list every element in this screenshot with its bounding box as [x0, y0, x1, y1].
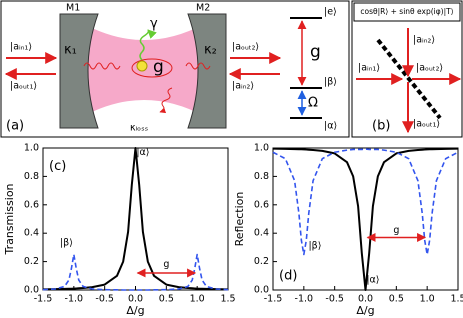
label: |aᵢₙ₁⟩: [10, 42, 32, 53]
x-tick-label: -1.5: [264, 294, 283, 305]
coupling-loop: [131, 58, 173, 78]
label: |aᵢₙ₂⟩: [413, 35, 435, 46]
x-axis-label: Δ/g: [356, 304, 374, 317]
label: |aₒᵤₜ₂⟩: [232, 42, 259, 53]
y-tick-label: 0.4: [254, 228, 269, 239]
label: M2: [196, 3, 210, 14]
annotation: |α⟩: [136, 147, 149, 158]
annotation: |α⟩: [366, 275, 379, 286]
label: κ₂: [204, 43, 217, 58]
y-tick-label: 0.8: [24, 171, 39, 182]
x-tick-label: 1.0: [420, 294, 435, 305]
x-tick-label: 1.5: [450, 294, 463, 305]
label: M1: [66, 3, 80, 14]
x-tick-label: 1.5: [220, 294, 235, 305]
label: κ₁: [64, 43, 77, 58]
x-tick-label: 0.5: [159, 294, 174, 305]
formula: cosθ|R⟩ + sinθ exp(iφ)|T⟩: [360, 7, 453, 16]
y-tick-label: 0.6: [254, 199, 269, 210]
data-line: [272, 148, 459, 256]
label: Ω: [308, 96, 318, 111]
mirror: [187, 13, 227, 129]
panel-b-frame: [351, 0, 463, 138]
label: g: [310, 42, 321, 62]
annotation: |β⟩: [60, 238, 73, 249]
x-axis-label: Δ/g: [126, 304, 144, 317]
x-tick-label: 0.5: [389, 294, 404, 305]
panel-label: (d): [279, 268, 297, 283]
y-axis-label: Transmission: [3, 183, 16, 255]
wave: [83, 62, 121, 70]
y-tick-label: 1.0: [254, 143, 269, 154]
panel-label: (b): [372, 119, 390, 134]
label: |e⟩: [324, 7, 337, 18]
data-line: [42, 147, 229, 291]
y-tick-label: 0.0: [254, 285, 269, 296]
label: |aₒᵤₜ₂⟩: [416, 63, 443, 74]
label: γ: [150, 17, 158, 32]
data-line: [272, 147, 459, 291]
panel-a-frame: [0, 0, 350, 138]
annotation: g: [393, 225, 399, 236]
label: |aₒᵤₜ₁⟩: [10, 81, 37, 92]
formula-box: [353, 2, 461, 22]
x-tick-label: -0.5: [325, 294, 344, 305]
label: |aᵢₙ₂⟩: [232, 81, 254, 92]
plot-frame: [272, 147, 459, 291]
label: κₗₒₛₛ: [130, 123, 149, 134]
x-tick-label: -1.5: [34, 294, 53, 305]
label: g: [153, 57, 164, 77]
y-tick-label: 0.8: [254, 171, 269, 182]
y-axis-label: Reflection: [233, 192, 246, 247]
y-tick-label: 0.0: [24, 285, 39, 296]
annotation: |β⟩: [308, 240, 321, 251]
x-tick-label: -1.0: [65, 294, 84, 305]
y-tick-label: 0.4: [24, 228, 39, 239]
y-tick-label: 0.2: [254, 256, 269, 267]
panel-label: (a): [6, 119, 24, 134]
label: |α⟩: [324, 121, 337, 132]
wave: [185, 62, 211, 70]
annotation: g: [163, 259, 169, 270]
label: |aₒᵤₜ₁⟩: [413, 119, 440, 130]
beam-splitter: [376, 38, 442, 120]
atom: [136, 60, 148, 72]
x-tick-label: 1.0: [190, 294, 205, 305]
x-tick-label: 0.0: [128, 294, 143, 305]
panel-label: (c): [49, 159, 66, 174]
x-tick-label: -0.5: [95, 294, 114, 305]
label: |β⟩: [324, 77, 337, 88]
y-tick-label: 1.0: [24, 143, 39, 154]
y-tick-label: 0.6: [24, 199, 39, 210]
emission-wave: [139, 29, 157, 61]
x-tick-label: 0.0: [358, 294, 373, 305]
mirror: [59, 13, 99, 129]
data-line: [42, 253, 229, 291]
loss-wave: [159, 87, 173, 114]
y-tick-label: 0.2: [24, 256, 39, 267]
label: |aᵢₙ₁⟩: [358, 63, 380, 74]
x-tick-label: -1.0: [295, 294, 314, 305]
